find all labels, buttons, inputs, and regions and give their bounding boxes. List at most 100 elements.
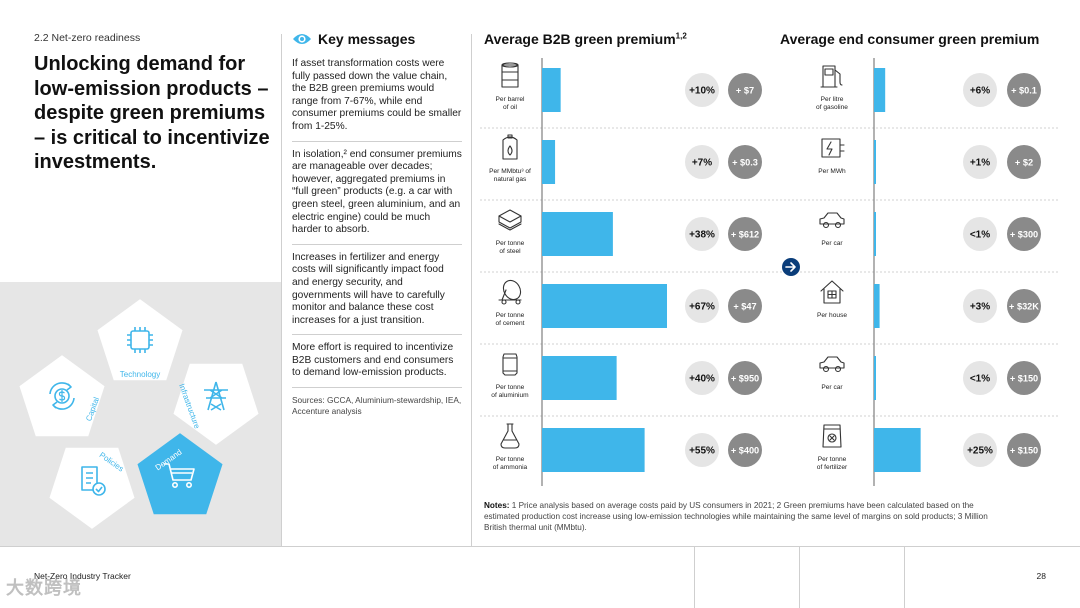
oil-barrel-icon (501, 62, 519, 88)
cart-icon (164, 463, 195, 489)
bar (874, 68, 886, 112)
value-badge (1007, 73, 1041, 107)
value-label: + $32K (1009, 302, 1039, 312)
steel-beams-icon (498, 209, 522, 231)
category-label: Per house (817, 312, 847, 319)
value-badge (728, 433, 762, 467)
car-icon (819, 212, 845, 229)
page-title: Unlocking demand for low-emission produc… (34, 53, 270, 173)
key-message: In isolation,² end consumer premiums are… (292, 149, 462, 245)
footer-separator (904, 546, 905, 608)
pentagon-framework: Technology Infrastructure Demand Policies Ca… (0, 282, 282, 546)
category-label: Per MMbtu³ of natural gas (489, 168, 531, 183)
chart-row: Per tonne of fertilizer +25% + $150 (817, 424, 1041, 472)
chart-row: Per house +3% + $32K (817, 280, 1041, 328)
gas-tank-icon (502, 134, 518, 160)
chart-row: Per MMbtu³ of natural gas +7% + $0.3 (489, 134, 762, 184)
percent-badge (685, 73, 719, 107)
category-label: Per tonne of ammonia (493, 456, 528, 471)
footer-divider (0, 546, 1080, 547)
percent-label: +55% (689, 446, 715, 457)
ammonia-flask-icon (500, 423, 520, 449)
bar (542, 212, 613, 256)
bar (874, 140, 876, 184)
chart-row: Per tonne of ammonia +55% + $400 (493, 423, 762, 472)
notes-label: Notes: (484, 501, 510, 510)
percent-label: +40% (689, 374, 715, 385)
divider (281, 34, 282, 546)
b2b-chart-title: Average B2B green premium1,2 (484, 31, 687, 47)
car-icon (819, 356, 845, 373)
percent-label: +25% (967, 446, 993, 457)
percent-label: +6% (970, 86, 990, 97)
value-label: + $2 (1015, 158, 1033, 168)
percent-badge (963, 73, 997, 107)
chart-row: Per tonne of steel +38% + $612 (496, 209, 762, 256)
bar (874, 284, 880, 328)
power-plug-icon (821, 138, 845, 158)
key-message: Increases in fertilizer and energy costs… (292, 252, 462, 336)
pentagon-diagram: Technology InfrastructureDemandPoliciesCa… (17, 296, 261, 532)
percent-label: +10% (689, 86, 715, 97)
sources: Sources: GCCA, Aluminium-stewardship, IE… (292, 395, 462, 417)
chart-row: Per barrel of oil +10% + $7 (496, 62, 762, 112)
chart-row: Per tonne of cement +67% + $47 (496, 279, 762, 328)
watermark: 大数跨境 (6, 578, 82, 598)
pentagon-label: Technology (120, 370, 160, 379)
value-label: + $400 (731, 446, 759, 456)
chart-row: Per car <1% + $300 (819, 212, 1041, 256)
category-label: Per tonne of fertilizer (817, 456, 848, 471)
percent-badge (685, 145, 719, 179)
percent-badge (963, 433, 997, 467)
category-label: Per tonne of cement (496, 312, 525, 327)
key-messages-title: Key messages (318, 31, 416, 47)
value-label: + $47 (733, 302, 756, 312)
notes: Notes: 1 Price analysis based on average… (484, 500, 1004, 533)
key-messages-header: Key messages (292, 31, 415, 47)
chart-row: Per tonne of aluminium +40% + $950 (491, 353, 762, 400)
page-number: 28 (1036, 571, 1046, 581)
value-badge (1007, 145, 1041, 179)
category-label: Per tonne of aluminium (491, 384, 529, 399)
arrow-right-icon (782, 258, 800, 276)
value-label: + $612 (731, 230, 759, 240)
pentagon-infrastructure: Infrastructure (171, 361, 261, 448)
pentagon-technology: Technology (95, 296, 185, 383)
value-label: + $0.1 (1011, 86, 1037, 96)
percent-badge (963, 145, 997, 179)
percent-label: +3% (970, 302, 990, 313)
section-label: 2.2 Net-zero readiness (34, 32, 141, 44)
value-badge (728, 145, 762, 179)
percent-label: +1% (970, 158, 990, 169)
b2b-title-footnote: 1,2 (675, 31, 687, 41)
value-label: + $150 (1010, 374, 1038, 384)
percent-badge (685, 289, 719, 323)
value-badge (728, 217, 762, 251)
percent-badge (963, 361, 997, 395)
power-tower-icon (204, 381, 228, 411)
divider (471, 34, 472, 546)
document-check-icon (81, 466, 106, 496)
category-label: Per tonne of steel (496, 240, 525, 255)
value-label: + $7 (736, 86, 754, 96)
b2b-chart-title-text: Average B2B green premium (484, 31, 676, 47)
value-badge (728, 289, 762, 323)
value-label: + $300 (1010, 230, 1038, 240)
bar (542, 140, 556, 184)
percent-label: +38% (689, 230, 715, 241)
percent-badge (685, 217, 719, 251)
pentagon-policies: Policies (47, 445, 137, 532)
value-label: + $950 (731, 374, 759, 384)
percent-badge (963, 289, 997, 323)
value-badge (728, 73, 762, 107)
chart-row: Per MWh +1% + $2 (818, 138, 1041, 184)
value-label: + $0.3 (732, 158, 758, 168)
value-badge (1007, 289, 1041, 323)
category-label: Per MWh (818, 168, 846, 175)
percent-badge (685, 433, 719, 467)
dollar-cycle-icon (49, 382, 75, 410)
category-label: Per barrel of oil (496, 96, 525, 111)
category-label: Per car (821, 240, 843, 247)
bar (542, 356, 617, 400)
bar (874, 356, 876, 400)
